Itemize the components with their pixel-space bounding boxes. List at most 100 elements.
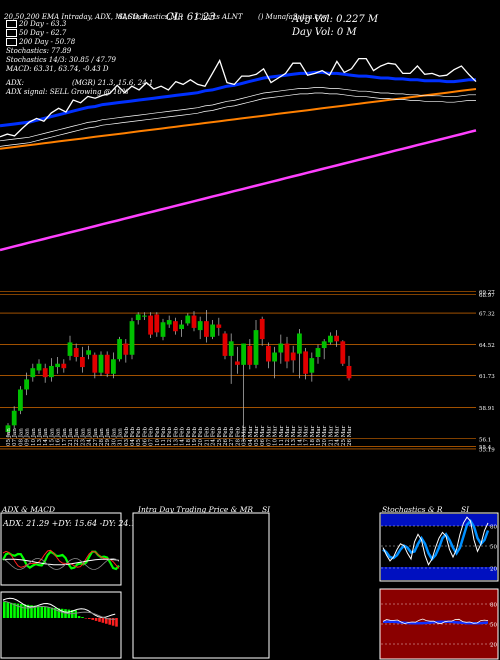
- header-stoch-label: SI,Stochastics,MR: [118, 13, 184, 21]
- bear-candle: [216, 324, 222, 328]
- date-label: 11 Mar: [279, 425, 285, 446]
- bottom-panels-svg: ADX: 21.29 +DY: 15.64 -DY: 24.1 80 50 20 8…: [0, 512, 499, 660]
- macd-bar: [16, 603, 20, 618]
- date-label: 10 Jan: [31, 428, 37, 446]
- bear-candle: [340, 341, 346, 364]
- legend-block: 20 Day - 63.3 50 Day - 62.7 200 Day - 50…: [6, 20, 153, 97]
- bull-candle: [309, 358, 315, 373]
- day-volume-label: Day Vol: 0 M: [292, 27, 357, 38]
- date-label: 19 Feb: [192, 426, 198, 446]
- price-label: 58.91: [479, 406, 495, 412]
- series-200-day: [0, 129, 477, 252]
- envelope-line-0: [0, 87, 476, 142]
- legend-200-swatch: [6, 38, 17, 46]
- macd-bar: [13, 603, 16, 618]
- adx-line: [2, 558, 120, 566]
- date-label: 06 Feb: [142, 426, 148, 446]
- adx-panel-subtitle: ADX: 21.29 +DY: 15.64 -DY: 24.1: [2, 519, 136, 528]
- macd-bar: [98, 618, 101, 622]
- mrsi-axis-label: 50: [490, 623, 497, 629]
- date-label: 05 Mar: [254, 425, 260, 446]
- legend-200-text: 200 Day - 50.78: [19, 38, 76, 46]
- legend-50-swatch: [6, 29, 17, 37]
- bull-candle: [315, 348, 321, 357]
- bull-candle: [278, 343, 284, 353]
- stoch-overbought-zone: [381, 514, 497, 526]
- macd-bar: [115, 618, 118, 627]
- date-label: 21 Feb: [204, 426, 210, 446]
- legend-50-day: 50 Day - 62.7: [6, 29, 129, 38]
- macd-bar: [84, 618, 88, 619]
- macd-bar: [50, 607, 54, 618]
- header-munafa-label: () MunafaSutra.com: [258, 13, 330, 21]
- legend-20-text: 20 Day - 63.3: [19, 20, 67, 28]
- date-label: 10 Feb: [155, 426, 161, 446]
- macd-bar: [94, 618, 98, 621]
- intraday-panel-tag: SI: [262, 505, 271, 514]
- date-label: 25 Feb: [217, 426, 223, 446]
- bull-candle: [18, 389, 23, 411]
- adx-line: [2, 557, 120, 571]
- legend-200-day: 200 Day - 50.78: [6, 38, 129, 47]
- macd-bar: [74, 610, 77, 618]
- price-label: 67.32: [479, 312, 495, 318]
- date-label: 31 Jan: [118, 428, 124, 446]
- bear-candle: [259, 318, 265, 340]
- mrsi-line: [382, 618, 489, 625]
- avg-volume-label: Avg Vol: 0.227 M: [292, 14, 379, 25]
- macd-bar: [23, 604, 26, 618]
- macd-bar: [9, 602, 13, 618]
- macd-bar: [37, 606, 40, 618]
- price-label: 56.1: [479, 437, 491, 443]
- macd-bar: [88, 618, 91, 619]
- date-label: 25 Mar: [341, 425, 347, 446]
- adx-signal: ADX signal: SELL Growing @ 16%: [6, 88, 129, 96]
- date-label: 20 Mar: [322, 425, 328, 446]
- bear-candle: [123, 343, 129, 355]
- macd-bar: [26, 604, 30, 618]
- bull-candle: [24, 379, 29, 390]
- date-label: 26 Feb: [223, 426, 229, 446]
- date-label: 03 Mar: [242, 425, 248, 446]
- date-label: 19 Mar: [316, 425, 322, 446]
- bear-candle: [204, 321, 209, 337]
- adx-panel-title: ADX & MACD: [2, 505, 56, 514]
- bull-candle: [86, 350, 91, 355]
- macd-bar: [43, 606, 47, 618]
- bull-candle: [5, 425, 11, 433]
- series-close: [0, 57, 477, 138]
- macd-bar: [108, 618, 111, 625]
- date-label: 11 Feb: [161, 426, 167, 446]
- bull-candle: [185, 315, 191, 324]
- bull-candle: [49, 365, 54, 378]
- date-label: 06 Mar: [260, 425, 266, 446]
- bear-candle: [303, 351, 308, 374]
- bull-candle: [111, 359, 116, 374]
- bull-candle: [253, 330, 259, 365]
- bear-candle: [148, 315, 153, 335]
- date-label: 27 Feb: [229, 426, 235, 446]
- macd-bar: [3, 602, 6, 618]
- stoch-axis-label: 80: [490, 525, 497, 531]
- stochastics-value: Stochastics: 77.89: [6, 47, 72, 55]
- close-price-label: CL: 61.23: [166, 12, 216, 23]
- series-50-day: [0, 88, 477, 150]
- macd-value: MACD: 63.31, 63.74, -0.43 D: [6, 65, 109, 73]
- date-label: 04 Mar: [248, 425, 254, 446]
- bear-candle: [235, 361, 240, 365]
- date-label: 07 Mar: [266, 425, 272, 446]
- date-label: 20 Feb: [198, 426, 204, 446]
- stoch-panel-title: Stochastics & R: [382, 505, 443, 514]
- stoch-panel-tag: SI: [461, 505, 470, 514]
- date-label: 13 Mar: [291, 425, 297, 446]
- price-label: 55.4: [479, 445, 492, 451]
- bull-candle: [117, 339, 122, 360]
- envelope-line-1: [0, 92, 476, 147]
- bear-candle: [73, 348, 79, 357]
- date-label: 10 Mar: [273, 425, 279, 446]
- legend-20-day: 20 Day - 63.3: [6, 20, 129, 29]
- date-label: 05 Jan: [6, 428, 12, 446]
- adx-line: [2, 549, 120, 569]
